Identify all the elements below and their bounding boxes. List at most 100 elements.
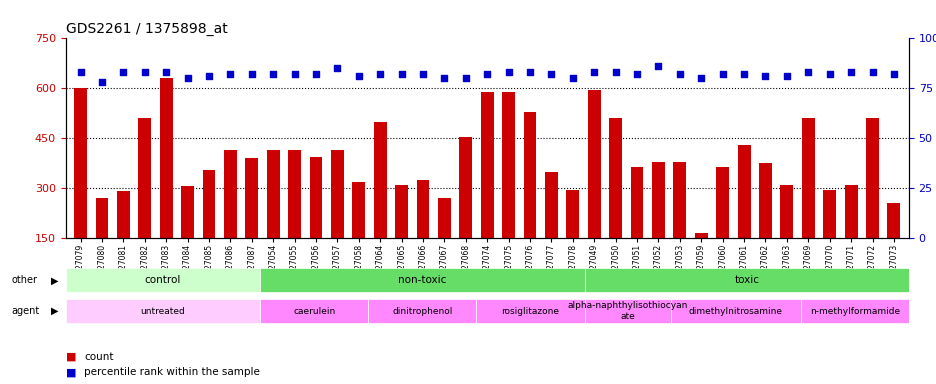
Point	[522, 69, 537, 75]
Bar	[139, 118, 151, 288]
Text: GDS2261 / 1375898_at: GDS2261 / 1375898_at	[66, 22, 227, 36]
Bar	[523, 112, 536, 288]
Point	[266, 71, 281, 78]
Point	[864, 69, 879, 75]
Point	[351, 73, 366, 79]
Bar	[288, 150, 300, 288]
Bar	[865, 118, 878, 288]
Bar	[502, 92, 515, 288]
Bar	[224, 150, 237, 288]
Point	[842, 69, 857, 75]
Point	[308, 71, 323, 78]
FancyBboxPatch shape	[670, 299, 800, 323]
Bar	[715, 167, 728, 288]
Point	[629, 71, 644, 78]
Text: dinitrophenol: dinitrophenol	[392, 306, 452, 316]
Bar	[587, 90, 600, 288]
FancyBboxPatch shape	[368, 299, 475, 323]
Bar	[823, 190, 835, 288]
Text: alpha-naphthylisothiocyan
ate: alpha-naphthylisothiocyan ate	[567, 301, 687, 321]
Bar	[95, 198, 109, 288]
Bar	[117, 192, 130, 288]
Point	[714, 71, 729, 78]
Point	[223, 71, 238, 78]
FancyBboxPatch shape	[584, 299, 670, 323]
Bar	[608, 118, 622, 288]
Point	[479, 71, 494, 78]
Point	[158, 69, 173, 75]
Text: count: count	[84, 352, 113, 362]
Point	[180, 75, 195, 81]
Point	[564, 75, 579, 81]
Point	[95, 79, 110, 85]
Text: rosiglitazone: rosiglitazone	[501, 306, 559, 316]
Text: caerulein: caerulein	[293, 306, 335, 316]
FancyBboxPatch shape	[66, 268, 260, 293]
Bar	[417, 180, 429, 288]
Point	[201, 73, 216, 79]
Bar	[245, 158, 258, 288]
Point	[138, 69, 153, 75]
FancyBboxPatch shape	[584, 268, 908, 293]
FancyBboxPatch shape	[475, 299, 584, 323]
FancyBboxPatch shape	[66, 299, 260, 323]
Point	[244, 71, 259, 78]
Text: agent: agent	[11, 306, 39, 316]
Bar	[181, 187, 194, 288]
Bar	[330, 150, 344, 288]
Bar	[673, 162, 685, 288]
Point	[394, 71, 409, 78]
Bar	[395, 185, 407, 288]
Point	[757, 73, 772, 79]
Point	[458, 75, 473, 81]
Bar	[737, 145, 750, 288]
Point	[800, 69, 815, 75]
Point	[73, 69, 88, 75]
Text: ■: ■	[66, 367, 76, 377]
Point	[329, 65, 344, 71]
Point	[544, 71, 559, 78]
Bar	[566, 190, 578, 288]
Text: toxic: toxic	[734, 275, 758, 285]
Point	[885, 71, 900, 78]
Bar	[886, 203, 899, 288]
Bar	[437, 198, 450, 288]
Bar	[202, 170, 215, 288]
Text: ■: ■	[66, 352, 76, 362]
Bar	[630, 167, 643, 288]
Point	[373, 71, 388, 78]
Bar	[160, 78, 172, 288]
Point	[651, 63, 665, 70]
Point	[415, 71, 430, 78]
Text: ▶: ▶	[51, 306, 58, 316]
Bar	[758, 163, 771, 288]
Point	[693, 75, 708, 81]
Bar	[352, 182, 365, 288]
FancyBboxPatch shape	[800, 299, 908, 323]
Bar	[651, 162, 665, 288]
Text: control: control	[144, 275, 181, 285]
FancyBboxPatch shape	[260, 268, 584, 293]
FancyBboxPatch shape	[260, 299, 368, 323]
Bar	[309, 157, 322, 288]
Text: other: other	[11, 275, 37, 285]
Text: n-methylformamide: n-methylformamide	[809, 306, 899, 316]
Bar	[545, 172, 557, 288]
Bar	[843, 185, 856, 288]
Point	[436, 75, 451, 81]
Bar	[74, 88, 87, 288]
Text: untreated: untreated	[140, 306, 185, 316]
Text: dimethylnitrosamine: dimethylnitrosamine	[688, 306, 782, 316]
Point	[286, 71, 301, 78]
Point	[116, 69, 131, 75]
Bar	[459, 137, 472, 288]
Text: percentile rank within the sample: percentile rank within the sample	[84, 367, 260, 377]
Point	[736, 71, 751, 78]
Bar	[267, 150, 279, 288]
Point	[586, 69, 601, 75]
Bar	[695, 233, 707, 288]
Bar	[780, 185, 793, 288]
Point	[779, 73, 794, 79]
Point	[607, 69, 622, 75]
Bar	[373, 122, 387, 288]
